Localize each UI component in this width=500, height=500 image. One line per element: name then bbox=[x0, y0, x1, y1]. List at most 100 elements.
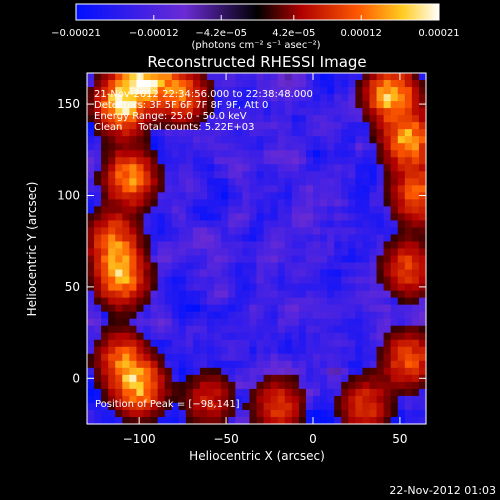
heatmap-cell bbox=[108, 192, 116, 200]
heatmap-cell bbox=[157, 122, 166, 130]
heatmap-cell bbox=[270, 346, 279, 355]
heatmap-cell bbox=[418, 220, 427, 229]
heatmap-cell bbox=[101, 213, 109, 222]
heatmap-cell bbox=[171, 157, 180, 165]
heatmap-cell bbox=[369, 325, 378, 334]
heatmap-cell bbox=[369, 346, 378, 355]
heatmap-cell bbox=[101, 220, 109, 229]
heatmap-cell bbox=[94, 297, 102, 306]
heatmap-cell bbox=[284, 241, 293, 250]
heatmap-cell bbox=[94, 353, 102, 362]
heatmap-cell bbox=[369, 150, 378, 158]
heatmap-cell bbox=[94, 108, 102, 116]
heatmap-cell bbox=[178, 409, 187, 418]
heatmap-cell bbox=[355, 325, 364, 334]
heatmap-cell bbox=[341, 311, 349, 320]
heatmap-cell bbox=[334, 311, 342, 320]
heatmap-cell bbox=[87, 388, 95, 397]
heatmap-cell bbox=[270, 199, 279, 207]
heatmap-cell bbox=[94, 416, 102, 425]
heatmap-cell bbox=[334, 192, 342, 200]
heatmap-cell bbox=[129, 108, 138, 116]
heatmap-cell bbox=[101, 227, 109, 236]
heatmap-cell bbox=[256, 136, 265, 144]
heatmap-cell bbox=[383, 192, 392, 200]
heatmap-cell bbox=[390, 227, 399, 236]
heatmap-cell bbox=[263, 262, 272, 271]
heatmap-cell bbox=[200, 129, 208, 137]
heatmap-cell bbox=[404, 150, 413, 158]
heatmap-cell bbox=[136, 332, 145, 341]
heatmap-cell bbox=[390, 290, 399, 299]
heatmap-cell bbox=[207, 94, 215, 102]
heatmap-cell bbox=[327, 311, 335, 320]
heatmap-cell bbox=[362, 94, 371, 102]
heatmap-cell bbox=[221, 206, 229, 214]
heatmap-cell bbox=[143, 227, 152, 236]
heatmap-cell bbox=[200, 346, 208, 355]
heatmap-cell bbox=[291, 402, 300, 411]
heatmap-cell bbox=[143, 409, 152, 418]
heatmap-cell bbox=[108, 248, 116, 257]
heatmap-cell bbox=[376, 395, 385, 404]
heatmap-cell bbox=[192, 94, 201, 102]
heatmap-cell bbox=[94, 192, 102, 200]
heatmap-cell bbox=[242, 192, 251, 200]
heatmap-cell bbox=[418, 248, 427, 257]
heatmap-cell bbox=[397, 311, 406, 320]
heatmap-cell bbox=[178, 402, 187, 411]
heatmap-cell bbox=[362, 143, 371, 151]
heatmap-cell bbox=[341, 381, 349, 390]
heatmap-cell bbox=[362, 171, 371, 179]
heatmap-cell bbox=[334, 178, 342, 186]
heatmap-cell bbox=[200, 206, 208, 214]
heatmap-cell bbox=[418, 115, 427, 123]
heatmap-cell bbox=[136, 311, 145, 320]
heatmap-cell bbox=[404, 311, 413, 320]
heatmap-cell bbox=[129, 171, 138, 179]
heatmap-cell bbox=[242, 178, 251, 186]
heatmap-cell bbox=[291, 374, 300, 383]
heatmap-cell bbox=[228, 367, 236, 376]
heatmap-cell bbox=[150, 332, 159, 341]
heatmap-cell bbox=[418, 416, 427, 425]
heatmap-cell bbox=[369, 94, 378, 102]
heatmap-cell bbox=[101, 248, 109, 257]
heatmap-cell bbox=[115, 276, 123, 285]
heatmap-cell bbox=[87, 227, 95, 236]
heatmap-cell bbox=[164, 94, 173, 102]
heatmap-cell bbox=[291, 143, 300, 151]
heatmap-cell bbox=[122, 346, 130, 355]
heatmap-cell bbox=[178, 101, 187, 109]
heatmap-cell bbox=[362, 346, 371, 355]
heatmap-cell bbox=[157, 318, 166, 327]
heatmap-cell bbox=[369, 185, 378, 193]
heatmap-cell bbox=[242, 150, 251, 158]
heatmap-cell bbox=[341, 80, 349, 88]
heatmap-cell bbox=[108, 220, 116, 229]
heatmap-cell bbox=[164, 192, 173, 200]
heatmap-cell bbox=[327, 220, 335, 229]
heatmap-cell bbox=[143, 332, 152, 341]
heatmap-cell bbox=[411, 262, 420, 271]
heatmap-cell bbox=[221, 318, 229, 327]
heatmap-cell bbox=[334, 157, 342, 165]
y-tick-label: 150 bbox=[57, 97, 80, 111]
heatmap-cell bbox=[348, 234, 356, 243]
heatmap-cell bbox=[305, 101, 314, 109]
heatmap-cell bbox=[390, 206, 399, 214]
heatmap-cell bbox=[320, 332, 328, 341]
heatmap-cell bbox=[313, 276, 321, 285]
heatmap-cell bbox=[305, 374, 314, 383]
heatmap-cell bbox=[192, 178, 201, 186]
heatmap-cell bbox=[313, 234, 321, 243]
heatmap-cell bbox=[256, 395, 265, 404]
heatmap-cell bbox=[221, 185, 229, 193]
heatmap-cell bbox=[256, 157, 265, 165]
heatmap-cell bbox=[178, 304, 187, 313]
heatmap-cell bbox=[270, 80, 279, 88]
heatmap-cell bbox=[221, 402, 229, 411]
heatmap-cell bbox=[355, 332, 364, 341]
heatmap-cell bbox=[150, 360, 159, 369]
heatmap-cell bbox=[383, 87, 392, 95]
